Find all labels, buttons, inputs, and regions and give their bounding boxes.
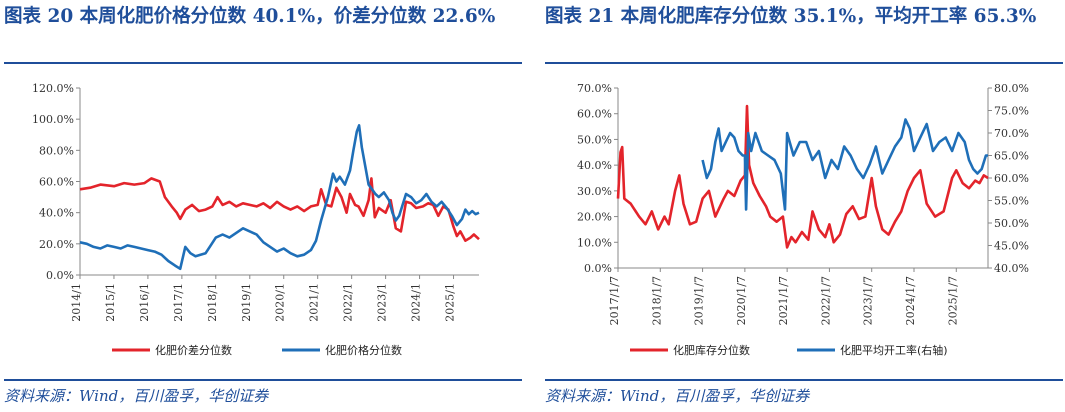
y2-tick-label: 55.0%	[994, 195, 1029, 208]
x-tick-label: 2021/1	[308, 283, 321, 322]
series-line-2	[701, 118, 988, 211]
title-rule	[545, 62, 1063, 64]
chart-panel-price: 图表 20 本周化肥价格分位数 40.1%，价差分位数 22.6% 0.0% 20…	[4, 0, 524, 412]
x-tick-label: 2016/1	[138, 283, 151, 322]
x-tick-label: 2023/1	[376, 283, 389, 322]
x-tick-label: 2018/1	[206, 283, 219, 322]
figure-title: 图表 20 本周化肥价格分位数 40.1%，价差分位数 22.6%	[4, 6, 496, 27]
series-line-1	[616, 104, 989, 249]
y2-tick-label: 75.0%	[994, 105, 1029, 118]
legend-label-1: 化肥库存分位数	[673, 343, 750, 357]
y-tick-label: 100.0%	[32, 113, 74, 126]
inventory-utilization-chart: 0.0% 10.0% 20.0% 30.0% 40.0% 50.0% 60.0% 70.0% 4…	[577, 82, 1029, 357]
y-tick-label: 40.0%	[577, 159, 612, 172]
y2-tick-label: 80.0%	[994, 82, 1029, 95]
x-tick-label: 2024/1/7	[904, 276, 917, 325]
series-line-2	[79, 124, 480, 271]
y2-tick-label: 65.0%	[994, 150, 1029, 163]
x-tick-label: 2017/1	[172, 283, 185, 322]
title-rule	[4, 62, 522, 64]
x-tick-label: 2025/1	[444, 283, 457, 322]
y-tick-label: 40.0%	[39, 207, 74, 220]
x-tick-label: 2020/1	[274, 283, 287, 322]
y-tick-label: 20.0%	[577, 211, 612, 224]
x-tick-label: 2024/1	[410, 283, 423, 322]
y-tick-label: 120.0%	[32, 82, 74, 95]
price-percentile-chart: 0.0% 20.0% 40.0% 60.0% 80.0% 100.0% 120.0% 2014…	[32, 82, 480, 357]
y-tick-label: 50.0%	[577, 133, 612, 146]
y-tick-label: 70.0%	[577, 82, 612, 95]
legend-label-2: 化肥平均开工率(右轴)	[840, 343, 948, 357]
y2-tick-label: 50.0%	[994, 217, 1029, 230]
source-rule	[4, 379, 522, 381]
y-tick-label: 60.0%	[39, 176, 74, 189]
x-tick-label: 2025/1/7	[946, 276, 959, 325]
y-tick-label: 60.0%	[577, 108, 612, 121]
x-tick-label: 2019/1/7	[693, 276, 706, 325]
y2-tick-label: 70.0%	[994, 127, 1029, 140]
chart-panel-inventory: 图表 21 本周化肥库存分位数 35.1%，平均开工率 65.3% 0.0% 10…	[545, 0, 1065, 412]
y-tick-label: 10.0%	[577, 236, 612, 249]
figure-title: 图表 21 本周化肥库存分位数 35.1%，平均开工率 65.3%	[545, 6, 1037, 27]
legend-label-2: 化肥价格分位数	[325, 343, 402, 357]
x-tick-label: 2019/1	[240, 283, 253, 322]
x-tick-label: 2021/1/7	[777, 276, 790, 325]
x-tick-label: 2022/1	[342, 283, 355, 322]
legend-label-1: 化肥价差分位数	[155, 343, 232, 357]
y2-tick-label: 40.0%	[994, 262, 1029, 275]
y-tick-label: 30.0%	[577, 185, 612, 198]
y2-tick-label: 60.0%	[994, 172, 1029, 185]
y-tick-label: 20.0%	[39, 238, 74, 251]
x-tick-label: 2020/1/7	[735, 276, 748, 325]
x-tick-label: 2015/1	[104, 283, 117, 322]
series-line-1	[79, 177, 480, 242]
source-rule	[545, 379, 1063, 381]
y-tick-label: 0.0%	[584, 262, 612, 275]
y-tick-label: 80.0%	[39, 144, 74, 157]
x-tick-label: 2014/1	[70, 283, 83, 322]
x-tick-label: 2018/1/7	[650, 276, 663, 325]
x-tick-label: 2017/1/7	[608, 276, 621, 325]
y2-tick-label: 45.0%	[994, 240, 1029, 253]
source-note: 资料来源：Wind，百川盈孚，华创证券	[545, 387, 810, 405]
x-tick-label: 2022/1/7	[819, 276, 832, 325]
y-tick-label: 0.0%	[46, 269, 74, 282]
source-note: 资料来源：Wind，百川盈孚，华创证券	[4, 387, 269, 405]
x-tick-label: 2023/1/7	[862, 276, 875, 325]
